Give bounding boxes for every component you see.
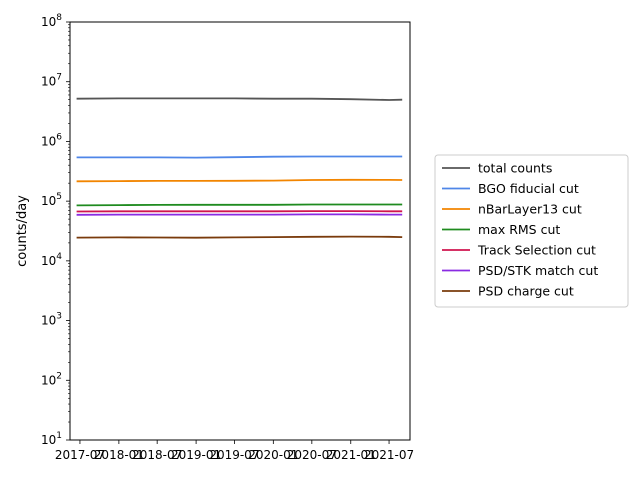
x-tick-label: 2020-01: [248, 448, 298, 462]
y-tick-label: 103: [41, 312, 62, 328]
y-tick-label: 108: [41, 13, 62, 29]
y-tick-label: 106: [41, 132, 62, 148]
legend-label-3: max RMS cut: [478, 222, 560, 237]
y-tick-label: 102: [41, 371, 62, 387]
legend-frame: [434, 154, 629, 308]
legend-label-5: PSD/STK match cut: [478, 263, 598, 278]
axes-frame: [69, 21, 411, 441]
y-tick-label: 104: [41, 252, 62, 268]
x-tick-label: 2018-01: [94, 448, 144, 462]
x-tick-label: 2021-07: [364, 448, 414, 462]
plot-area: [76, 97, 403, 239]
x-axis: 2017-072018-012018-072019-012019-072020-…: [55, 440, 414, 462]
y-axis: 101 102 103 104 105 106 107 108: [41, 13, 70, 447]
x-tick-label: 2019-07: [209, 448, 259, 462]
legend-label-6: PSD charge cut: [478, 284, 574, 299]
y-tick-label: 105: [41, 192, 62, 208]
y-axis-label: counts/day: [15, 195, 30, 267]
series-line-0: [76, 97, 403, 101]
x-tick-label: 2019-01: [171, 448, 221, 462]
y-tick-label: 101: [41, 431, 62, 447]
x-tick-label: 2021-01: [326, 448, 376, 462]
x-tick-label: 2017-07: [55, 448, 105, 462]
series-line-6: [76, 235, 403, 239]
series-line-3: [76, 203, 403, 207]
legend-label-0: total counts: [478, 161, 552, 176]
legend: total counts BGO fiducial cut nBarLayer13 …: [434, 154, 629, 308]
legend-label-2: nBarLayer13 cut: [478, 202, 582, 217]
x-tick-label: 2018-07: [132, 448, 182, 462]
legend-label-1: BGO fiducial cut: [478, 181, 579, 196]
x-tick-label: 2020-07: [287, 448, 337, 462]
y-tick-label: 107: [41, 73, 62, 89]
series-line-2: [76, 178, 403, 183]
legend-label-4: Track Selection cut: [477, 243, 596, 258]
series-line-1: [76, 155, 403, 159]
